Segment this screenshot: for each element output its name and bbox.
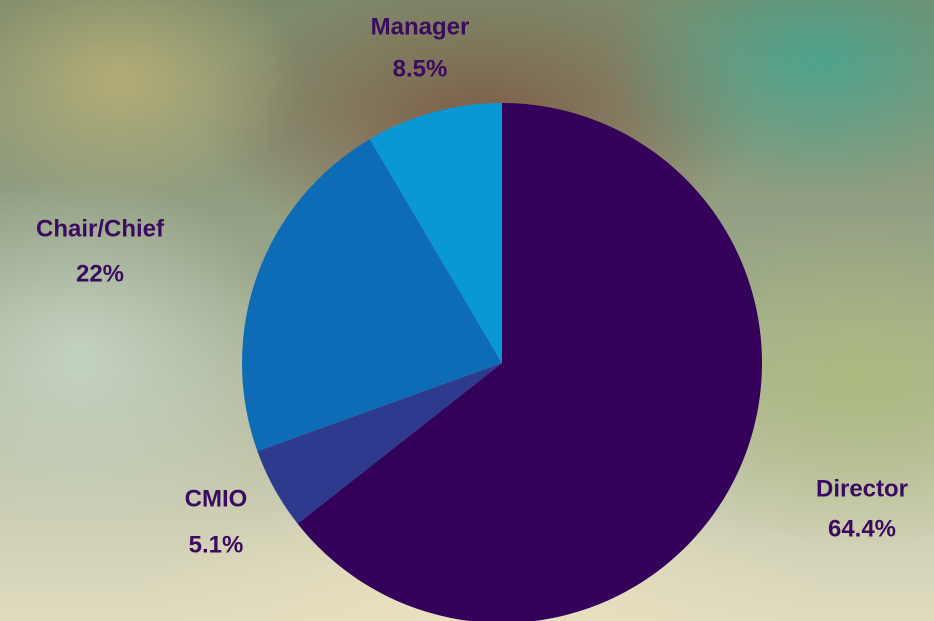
value-label: 64.4% — [828, 515, 896, 542]
chart: Director 64.4% CMIO 5.1% Chair/Chief 22% Manag… — [0, 0, 934, 621]
background: Director 64.4% CMIO 5.1% Chair/Chief 22% Manag… — [0, 0, 934, 621]
value-label: 8.5% — [393, 55, 448, 82]
slice-label: Manager — [371, 13, 470, 40]
value-label: 5.1% — [189, 531, 244, 558]
slice-label: CMIO — [185, 485, 248, 512]
value-label: 22% — [76, 260, 124, 287]
slice-label: Chair/Chief — [36, 215, 165, 242]
slice-label: Director — [816, 475, 908, 502]
